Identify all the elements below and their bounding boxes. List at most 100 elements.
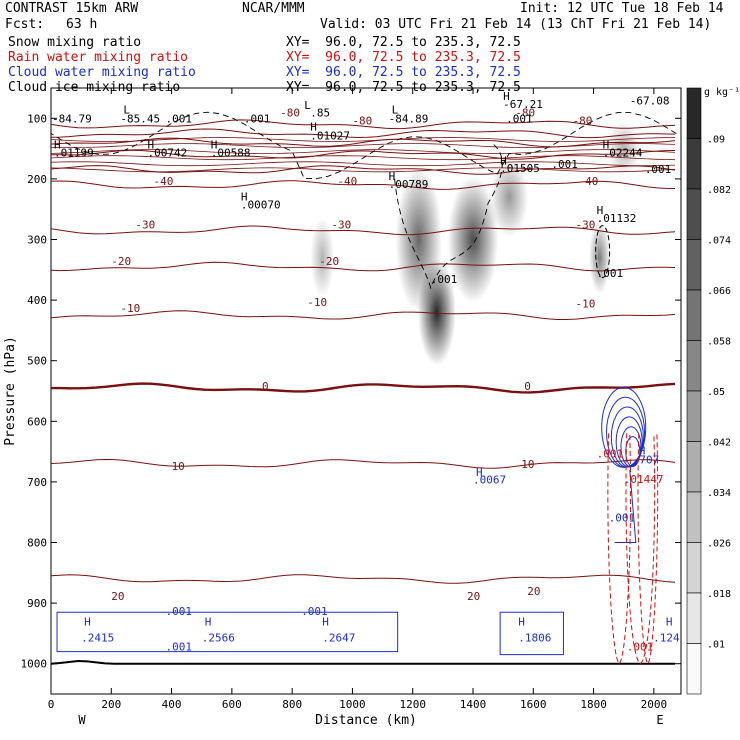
extremum-label: -67.21 (503, 98, 543, 111)
colorbar-tick-label: .026 (707, 539, 731, 550)
cloud-water-contour-tail (614, 469, 637, 543)
colorbar-segment (686, 542, 702, 594)
plot-frame (50, 87, 682, 695)
isotherm-label: 20 (467, 590, 480, 603)
isotherm-label: -80 (352, 114, 372, 127)
contour-label: .001 (597, 267, 624, 280)
model-title: CONTRAST 15km ARW (5, 1, 139, 16)
colorbar-unit: g kg⁻¹ (704, 87, 740, 98)
contour-label: H (476, 466, 483, 479)
extremum-label: -84.79 (52, 113, 92, 126)
snow-contour-east (595, 225, 611, 279)
isotherm-label: -40 (153, 175, 173, 188)
contour-label: .001 (627, 640, 654, 653)
cloud-water-contour-low (56, 611, 399, 653)
colorbar-segment (686, 87, 702, 139)
isotherm--20 (51, 261, 676, 272)
isotherm-label: -40 (337, 175, 357, 188)
isotherm-10 (51, 458, 676, 469)
isotherm-label: -30 (331, 219, 351, 232)
colorbar-segment (686, 390, 702, 442)
valid-time: Valid: 03 UTC Fri 21 Feb 14 (13 ChT Fri … (320, 17, 712, 32)
colorbar-tick-label: .082 (707, 185, 731, 196)
isotherm-upper (51, 137, 676, 142)
extremum-label: L (304, 99, 311, 112)
extremum-label: H (54, 139, 61, 152)
x-tick-label: 0 (48, 698, 55, 711)
x-tick-label: 800 (282, 698, 302, 711)
contour-label: .001 (166, 605, 193, 618)
rain-water-contour-0 (607, 433, 632, 665)
extremum-label: .00070 (241, 199, 281, 212)
y-tick-label: 600 (27, 415, 47, 428)
isotherm-upper (51, 155, 676, 161)
extremum-label: -67.08 (630, 94, 670, 107)
y-tick-label: 200 (27, 173, 47, 186)
x-tick-label: 2000 (641, 698, 668, 711)
colorbar-segment (686, 340, 702, 392)
cloud-ice-contour (51, 111, 679, 180)
isotherm-label: 10 (172, 460, 185, 473)
isotherm-label: -20 (111, 255, 131, 268)
isotherm-label: 20 (527, 585, 540, 598)
y-tick-label: 500 (27, 355, 47, 368)
legend-cloudwater-xy: XY= 96.0, 72.5 to 235.3, 72.5 (286, 65, 521, 80)
fcst-label: Fcst: (5, 17, 45, 32)
x-tick-label: 200 (101, 698, 121, 711)
x-tick-label: 1400 (460, 698, 487, 711)
shaded-core-6 (606, 121, 641, 176)
isotherm-label: 0 (524, 380, 531, 393)
y-tick-label: 900 (27, 597, 47, 610)
shaded-core-0 (310, 217, 335, 298)
y-axis-title: Pressure (hPa) (3, 336, 18, 446)
extremum-label: H (241, 191, 248, 204)
colorbar-tick-label: .042 (707, 438, 731, 449)
cloud-water-contour-storm (625, 436, 641, 468)
extremum-label: .01505 (500, 162, 540, 175)
isotherm-label: 20 (111, 590, 124, 603)
legend-snow-label: Snow mixing ratio (8, 35, 142, 50)
contour-label: .01447 (624, 473, 664, 486)
extremum-label: H (147, 139, 154, 152)
rain-water-contour-2 (637, 433, 659, 665)
contour-label: .1806 (518, 631, 551, 644)
contour-label: .001 (301, 605, 328, 618)
contour-label: .001 (431, 273, 458, 286)
isotherm--50 (51, 165, 676, 175)
y-tick-label: 400 (27, 294, 47, 307)
y-tick-label: 1000 (21, 658, 48, 671)
extremum-label: H (603, 139, 610, 152)
colorbar-segment (686, 239, 702, 291)
extremum-label: .01199 (54, 146, 94, 159)
colorbar-tick-label: .058 (707, 337, 731, 348)
x-tick-label: 1200 (399, 698, 426, 711)
org-label: NCAR/MMM (242, 1, 305, 16)
contour-label: .001 (609, 511, 636, 524)
cloud-water-contour-east (499, 611, 564, 656)
shaded-core-2 (417, 258, 456, 366)
isotherm--60 (51, 149, 676, 160)
shaded-core-4 (490, 157, 529, 238)
colorbar-segment (686, 138, 702, 190)
isotherm-label: 10 (521, 458, 534, 471)
extremum-label: .00588 (211, 146, 251, 159)
colorbar-tick-label: .034 (707, 488, 731, 499)
colorbar-segment (686, 188, 702, 240)
fcst-value: 63 h (66, 17, 98, 32)
isotherm-upper (51, 143, 676, 149)
contour-label: H (639, 445, 646, 458)
x-tick-label: 1800 (580, 698, 607, 711)
x-tick-label: 400 (162, 698, 182, 711)
colorbar-tick-label: .05 (707, 387, 725, 398)
contour-label: H (518, 616, 525, 629)
surface-line (51, 659, 675, 665)
contour-label: H (84, 616, 91, 629)
legend-snow-xy: XY= 96.0, 72.5 to 235.3, 72.5 (286, 35, 521, 50)
extremum-label: .01027 (310, 130, 350, 143)
contour-label: .001 (597, 448, 624, 461)
extremum-label: .00742 (147, 146, 187, 159)
x-end-label-east: E (656, 713, 663, 727)
colorbar-segment (686, 441, 702, 493)
extremum-label: .02244 (603, 146, 643, 159)
